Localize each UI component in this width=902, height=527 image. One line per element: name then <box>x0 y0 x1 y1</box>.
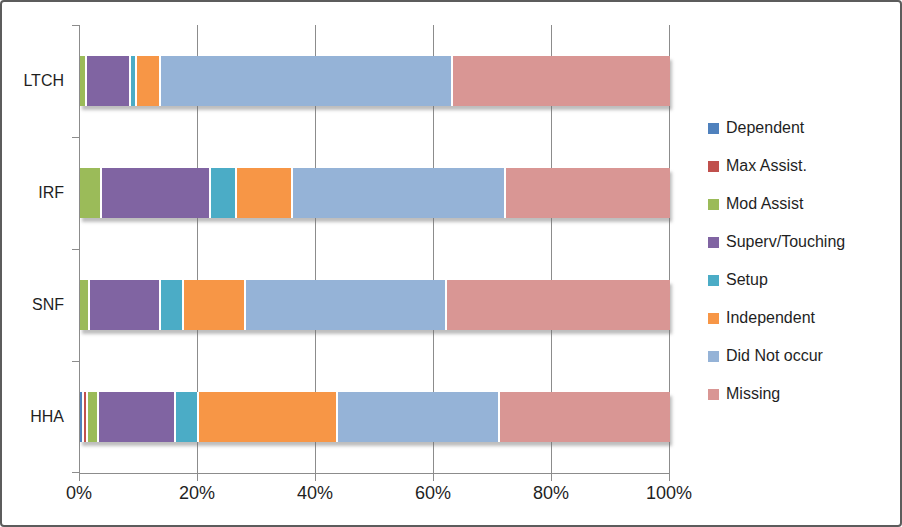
x-axis-tick <box>551 473 552 481</box>
plot-area <box>79 25 670 474</box>
y-axis-tick <box>72 249 80 250</box>
legend-swatch-icon <box>708 161 719 172</box>
bar-segment <box>198 392 337 442</box>
legend-label: Max Assist. <box>726 157 807 175</box>
legend-item: Superv/Touching <box>708 231 845 253</box>
bar-segment <box>292 168 504 218</box>
bar-segment <box>175 392 199 442</box>
legend-swatch-icon <box>708 389 719 400</box>
bar-segment <box>245 280 446 330</box>
y-axis-label: LTCH <box>2 71 64 91</box>
y-axis-tick <box>72 25 80 26</box>
bar-segment <box>183 280 245 330</box>
legend-item: Missing <box>708 383 845 405</box>
legend-item: Mod Assist <box>708 193 845 215</box>
legend-swatch-icon <box>708 351 719 362</box>
y-axis-tick <box>72 137 80 138</box>
legend-label: Did Not occur <box>726 347 823 365</box>
chart-frame: Dependent Max Assist. Mod Assist Superv/Tou… <box>0 0 902 527</box>
x-axis-label: 100% <box>624 483 714 504</box>
legend-swatch-icon <box>708 123 719 134</box>
bar-hha <box>80 392 670 442</box>
y-axis-tick <box>72 472 80 473</box>
legend: Dependent Max Assist. Mod Assist Superv/Tou… <box>708 117 845 405</box>
bar-snf <box>80 280 670 330</box>
x-axis-label: 20% <box>152 483 242 504</box>
bar-segment <box>452 56 670 106</box>
x-axis-tick <box>197 473 198 481</box>
bar-segment <box>210 168 237 218</box>
bar-irf <box>80 168 670 218</box>
bar-segment <box>98 392 175 442</box>
bar-segment <box>80 168 101 218</box>
x-axis-tick <box>315 473 316 481</box>
bar-ltch <box>80 56 670 106</box>
legend-label: Mod Assist <box>726 195 803 213</box>
legend-item: Did Not occur <box>708 345 845 367</box>
legend-label: Missing <box>726 385 780 403</box>
legend-swatch-icon <box>708 313 719 324</box>
x-axis-label: 60% <box>388 483 478 504</box>
bar-segment <box>446 280 670 330</box>
bar-segment <box>86 56 130 106</box>
x-axis-label: 0% <box>34 483 124 504</box>
bar-segment <box>160 56 452 106</box>
y-axis-label: HHA <box>2 407 64 427</box>
x-axis-tick <box>79 473 80 481</box>
legend-item: Dependent <box>708 117 845 139</box>
bar-segment <box>89 280 160 330</box>
bar-segment <box>136 56 160 106</box>
legend-item: Setup <box>708 269 845 291</box>
x-axis-tick <box>433 473 434 481</box>
bar-segment <box>505 168 670 218</box>
bar-segment <box>101 168 210 218</box>
bar-segment <box>236 168 292 218</box>
x-axis-label: 40% <box>270 483 360 504</box>
legend-label: Dependent <box>726 119 804 137</box>
y-axis-tick <box>72 361 80 362</box>
legend-swatch-icon <box>708 275 719 286</box>
legend-label: Setup <box>726 271 768 289</box>
x-axis-tick <box>669 473 670 481</box>
legend-item: Max Assist. <box>708 155 845 177</box>
bar-segment <box>499 392 670 442</box>
legend-label: Independent <box>726 309 815 327</box>
legend-item: Independent <box>708 307 845 329</box>
y-axis-label: SNF <box>2 295 64 315</box>
y-axis-label: IRF <box>2 183 64 203</box>
legend-swatch-icon <box>708 237 719 248</box>
legend-swatch-icon <box>708 199 719 210</box>
x-axis-label: 80% <box>506 483 596 504</box>
bar-segment <box>160 280 184 330</box>
legend-label: Superv/Touching <box>726 233 845 251</box>
bar-segment <box>337 392 499 442</box>
